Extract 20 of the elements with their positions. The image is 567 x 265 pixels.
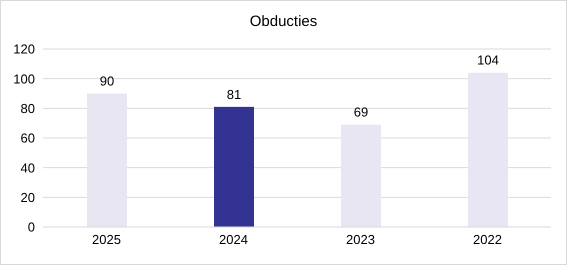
y-tick-label: 0 bbox=[28, 220, 35, 235]
y-tick-label: 80 bbox=[20, 100, 35, 116]
data-label: 104 bbox=[477, 52, 499, 68]
x-tick-label: 2024 bbox=[219, 232, 248, 248]
x-tick-label: 2023 bbox=[346, 232, 375, 248]
data-label: 69 bbox=[354, 104, 368, 120]
x-tick-label: 2025 bbox=[92, 232, 121, 248]
y-tick-label: 120 bbox=[13, 42, 35, 57]
data-label: 90 bbox=[100, 74, 114, 88]
data-label: 81 bbox=[226, 86, 242, 102]
y-tick-label: 60 bbox=[20, 130, 35, 146]
bar bbox=[468, 72, 508, 227]
y-tick-label: 100 bbox=[13, 71, 35, 86]
x-tick-label: 2022 bbox=[473, 232, 502, 248]
y-tick-label: 20 bbox=[20, 190, 35, 205]
bar bbox=[341, 124, 381, 227]
bar bbox=[214, 106, 254, 227]
chart-title: Obducties bbox=[248, 13, 318, 30]
y-tick-label: 40 bbox=[20, 160, 35, 176]
bar bbox=[87, 94, 127, 227]
